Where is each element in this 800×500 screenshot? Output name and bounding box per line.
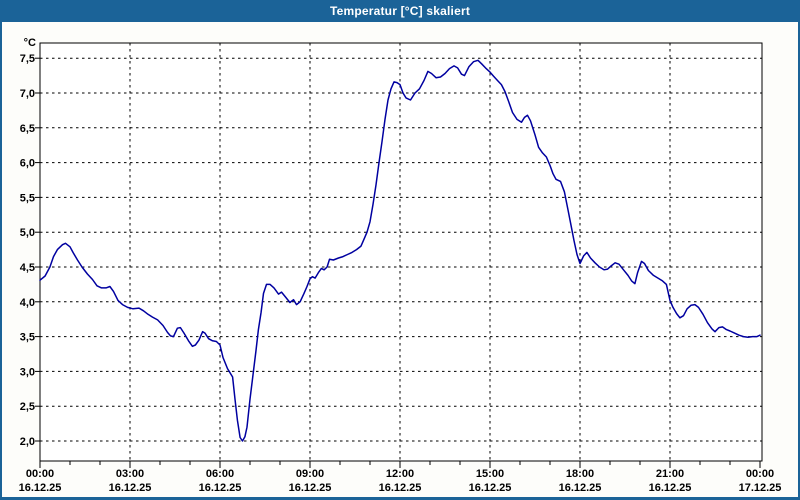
window-title: Temperatur [°C] skaliert bbox=[329, 4, 471, 18]
x-date-label: 16.12.25 bbox=[109, 482, 152, 494]
y-tick-label: 5,0 bbox=[20, 227, 35, 239]
y-tick-label: 7,0 bbox=[20, 88, 35, 100]
y-tick-label: 6,0 bbox=[20, 158, 35, 170]
y-tick-label: 3,5 bbox=[20, 332, 35, 344]
x-date-label: 16.12.25 bbox=[379, 482, 422, 494]
plot-background bbox=[40, 43, 762, 461]
window-border-bottom bbox=[0, 497, 800, 500]
x-date-label: 16.12.25 bbox=[559, 482, 602, 494]
x-date-label: 16.12.25 bbox=[649, 482, 692, 494]
x-time-label: 21:00 bbox=[656, 468, 684, 480]
y-tick-label: 6,5 bbox=[20, 123, 35, 135]
x-time-label: 15:00 bbox=[476, 468, 504, 480]
x-time-label: 12:00 bbox=[386, 468, 414, 480]
x-time-label: 06:00 bbox=[206, 468, 234, 480]
y-tick-label: 7,5 bbox=[20, 53, 35, 65]
window-titlebar[interactable]: Temperatur [°C] skaliert bbox=[0, 0, 800, 22]
window-border-left bbox=[0, 0, 2, 500]
x-date-label: 16.12.25 bbox=[199, 482, 242, 494]
y-axis-unit-label: °C bbox=[24, 37, 36, 49]
y-tick-label: 2,5 bbox=[20, 401, 35, 413]
x-date-label: 16.12.25 bbox=[19, 482, 62, 494]
plot-frame bbox=[39, 42, 763, 462]
y-tick-label: 5,5 bbox=[20, 192, 35, 204]
x-time-label: 03:00 bbox=[116, 468, 144, 480]
x-date-label: 17.12.25 bbox=[739, 482, 782, 494]
y-tick-label: 3,0 bbox=[20, 366, 35, 378]
x-date-label: 16.12.25 bbox=[289, 482, 332, 494]
temperature-line bbox=[39, 59, 761, 442]
y-tick-label: 2,0 bbox=[20, 436, 35, 448]
x-time-label: 00:00 bbox=[746, 468, 774, 480]
x-date-label: 16.12.25 bbox=[469, 482, 512, 494]
y-tick-label: 4,5 bbox=[20, 262, 35, 274]
x-time-label: 18:00 bbox=[566, 468, 594, 480]
y-tick-label: 4,0 bbox=[20, 297, 35, 309]
window-border-right bbox=[798, 0, 800, 500]
x-time-label: 00:00 bbox=[26, 468, 54, 480]
x-time-label: 09:00 bbox=[296, 468, 324, 480]
